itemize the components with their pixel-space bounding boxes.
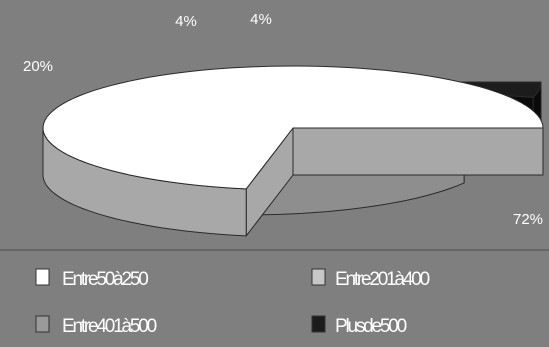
legend-swatch-3 <box>35 315 50 333</box>
legend-label-4: Plusde500 <box>335 316 407 337</box>
legend-label-2: Entre201à400 <box>335 269 430 290</box>
legend-label-1: Entre50à250 <box>62 269 148 290</box>
legend-label-3: Entre401à500 <box>62 316 157 337</box>
slice-1-top <box>42 65 544 190</box>
pie-layer <box>42 65 544 237</box>
slice-1-wall-2 <box>292 127 544 176</box>
legend-swatch-2 <box>311 268 326 286</box>
legend-item-2: Entre201à400 <box>311 268 432 290</box>
data-label-2: 20% <box>23 58 53 75</box>
legend-item-4: Plusde500 <box>311 315 409 337</box>
data-label-1: 72% <box>513 211 543 228</box>
legend-item-3: Entre401à500 <box>35 315 159 337</box>
legend: Entre50à250 Entre201à400 Entre401à500 Pl… <box>0 249 549 337</box>
legend-swatch-1 <box>35 268 50 286</box>
legend-item-1: Entre50à250 <box>35 268 150 290</box>
data-label-3: 4% <box>175 13 197 30</box>
legend-swatch-4 <box>311 315 326 333</box>
data-label-4: 4% <box>250 11 272 28</box>
